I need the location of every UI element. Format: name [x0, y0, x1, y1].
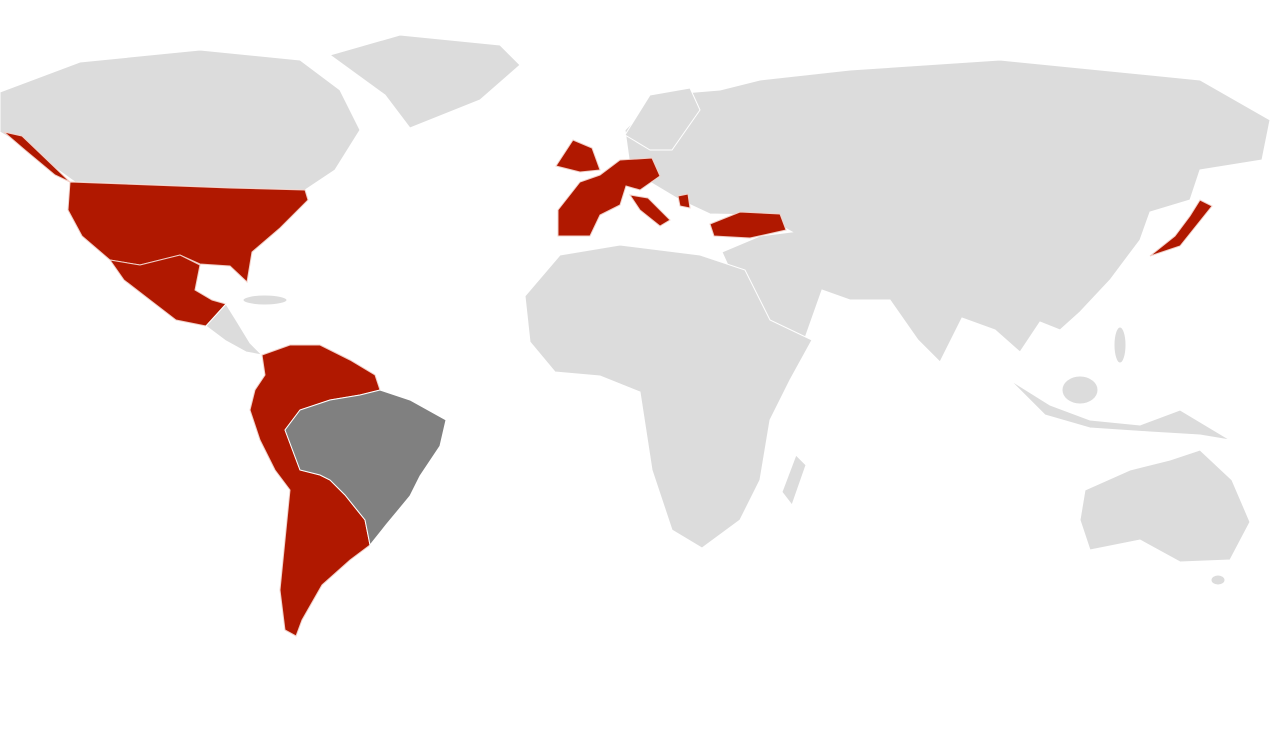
- borneo: [1061, 375, 1099, 405]
- indonesia: [1009, 379, 1231, 441]
- mexico: [108, 254, 227, 327]
- africa: [524, 244, 813, 549]
- uk: [555, 139, 601, 173]
- italy: [628, 194, 671, 227]
- balkan: [677, 193, 691, 209]
- philippines: [1113, 326, 1127, 364]
- brazil: [284, 389, 447, 547]
- usa: [67, 181, 309, 284]
- madagascar: [781, 454, 807, 507]
- scandinavia: [624, 87, 701, 151]
- japan: [1149, 199, 1213, 257]
- australia: [1079, 449, 1251, 563]
- greenland: [328, 34, 521, 129]
- alaska-coast: [3, 131, 71, 183]
- western-europe: [557, 157, 661, 237]
- eurasia: [624, 59, 1271, 363]
- central-america: [205, 303, 264, 356]
- caribbean: [242, 294, 288, 306]
- tasmania: [1210, 574, 1226, 586]
- turkey: [709, 211, 787, 239]
